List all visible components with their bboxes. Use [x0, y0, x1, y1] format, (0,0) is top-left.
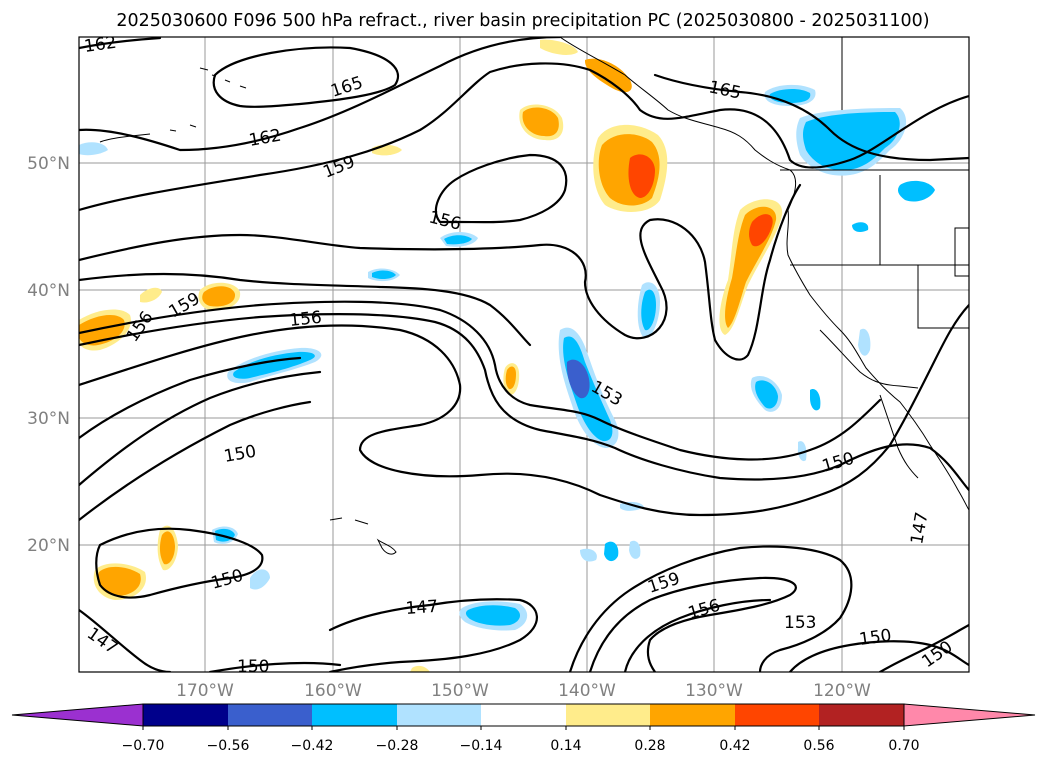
longitude-labels: 170°W 160°W 150°W 140°W 130°W 120°W — [176, 681, 871, 701]
colorbar-outline — [142, 703, 905, 727]
lon-label: 120°W — [813, 681, 871, 701]
lat-label: 30°N — [27, 409, 70, 429]
lat-label: 50°N — [27, 154, 70, 174]
colorbar-tick-label: −0.42 — [291, 738, 334, 754]
colorbar-tick-label: −0.70 — [122, 738, 165, 754]
contour-label: 153 — [784, 613, 816, 633]
colorbar-segment — [650, 704, 735, 726]
colorbar-segment — [228, 704, 312, 726]
lon-label: 130°W — [685, 681, 743, 701]
colorbar-segment — [143, 704, 228, 726]
colorbar-tick-label: 0.56 — [803, 738, 834, 754]
contour-label: 150 — [237, 657, 269, 677]
colorbar-segment — [735, 704, 819, 726]
colorbar-tick-label: −0.56 — [207, 738, 250, 754]
map-border — [78, 36, 970, 673]
contour-label: 156 — [288, 308, 322, 331]
colorbar-tick-label: 0.14 — [550, 738, 581, 754]
colorbar-tick-label: 0.28 — [634, 738, 665, 754]
map-panel: 162 165 165 162 159 156 159 156 156 153 … — [78, 33, 970, 677]
lon-label: 140°W — [558, 681, 616, 701]
map-title: 2025030600 F096 500 hPa refract., river … — [116, 11, 929, 31]
lat-label: 20°N — [27, 536, 70, 556]
colorbar-tick-label: 0.42 — [719, 738, 750, 754]
colorbar-segment — [481, 704, 566, 726]
colorbar-extend-max — [903, 703, 1036, 727]
colorbar-ticks — [142, 726, 905, 730]
colorbar-extend-min — [11, 703, 144, 727]
refractivity-contours — [79, 37, 969, 672]
lon-label: 150°W — [431, 681, 489, 701]
contour-label: 162 — [83, 33, 118, 57]
latitude-labels: 50°N 40°N 30°N 20°N — [27, 154, 70, 556]
lon-label: 170°W — [176, 681, 234, 701]
colorbar-segment — [566, 704, 650, 726]
colorbar-segment — [397, 704, 481, 726]
contour-label: 150 — [858, 626, 893, 650]
colorbar-segment — [312, 704, 397, 726]
lat-label: 40°N — [27, 281, 70, 301]
colorbar-tick-label: 0.70 — [888, 738, 919, 754]
precip-negative-anomalies — [79, 84, 935, 631]
colorbar: −0.70 −0.56 −0.42 −0.28 −0.14 0.14 0.28 … — [11, 703, 1036, 754]
colorbar-tick-label: −0.14 — [460, 738, 503, 754]
colorbar-segment — [819, 704, 904, 726]
lon-label: 160°W — [304, 681, 362, 701]
colorbar-tick-label: −0.28 — [376, 738, 419, 754]
contour-label: 147 — [405, 597, 439, 619]
